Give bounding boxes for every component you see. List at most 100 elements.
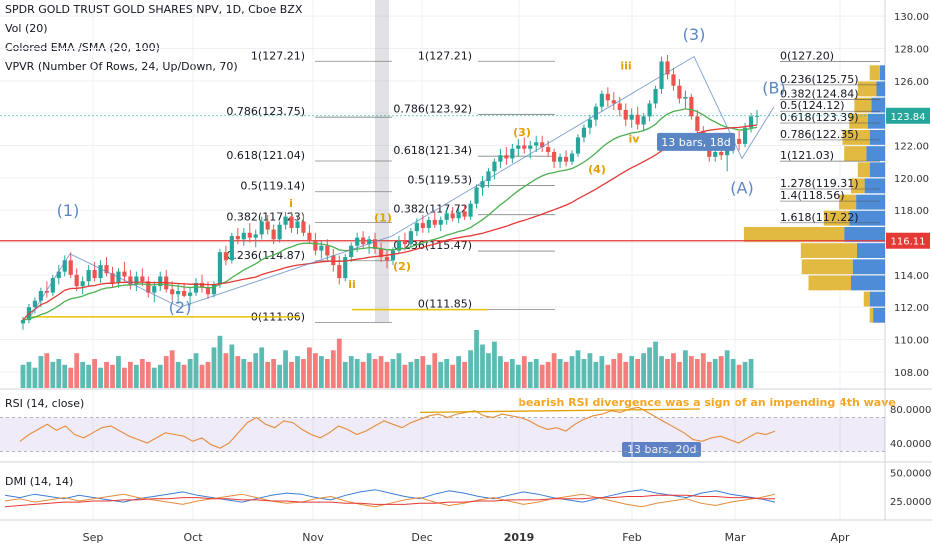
candle-body	[707, 145, 712, 157]
time-tick-label: Oct	[183, 531, 203, 544]
time-tick-label: Nov	[302, 531, 324, 544]
volume-bar	[444, 359, 450, 388]
candle-body	[38, 291, 43, 301]
volume-bar	[122, 367, 127, 388]
time-tick-label: 2019	[504, 531, 535, 544]
candle-body	[456, 211, 461, 219]
vpvr-up-row	[879, 65, 885, 81]
volume-bar	[414, 359, 420, 388]
volume-bar	[241, 359, 247, 388]
fib-level-label: 0.786(122.35)	[780, 128, 859, 141]
candle-body	[56, 271, 61, 279]
fib-level-label: 1(127.21)	[418, 49, 472, 62]
vpvr-up-row	[844, 226, 885, 242]
volume-bar	[605, 364, 611, 388]
volume-bars	[20, 330, 754, 388]
vpvr-up-row	[849, 210, 885, 226]
price-tick-label: 118.00	[894, 206, 929, 217]
volume-bar	[742, 361, 748, 388]
volume-bar	[98, 367, 103, 388]
vpvr-down-row	[842, 129, 870, 145]
sub-wave-label: (3)	[513, 126, 531, 139]
volume-bar	[736, 364, 742, 388]
volume-bar	[342, 361, 348, 388]
candle-body	[355, 237, 360, 246]
candle-body	[122, 271, 127, 277]
candle-body	[408, 231, 413, 245]
vpvr-up-row	[876, 81, 885, 97]
vpvr-down-row	[808, 275, 851, 291]
volume-bar	[348, 356, 354, 388]
candle-body	[343, 257, 348, 279]
candle-body	[611, 100, 616, 104]
sub-wave-label: ii	[348, 278, 356, 291]
volume-bar	[253, 353, 259, 388]
grid-lines	[0, 0, 885, 520]
candle-body	[378, 248, 384, 258]
volume-bar	[569, 356, 575, 388]
candle-body	[283, 216, 288, 225]
candle-body	[432, 219, 437, 225]
candle-body	[187, 292, 193, 296]
vpvr-up-row	[869, 129, 885, 145]
candle-body	[32, 300, 38, 308]
candle-body	[152, 286, 157, 293]
rsi-bars-note: 13 bars, 20d	[622, 442, 702, 457]
candle-body	[683, 97, 688, 99]
volume-bar	[354, 359, 360, 388]
vpvr-down-row	[854, 97, 872, 113]
candle-body	[68, 260, 73, 275]
volume-bar	[86, 364, 92, 388]
candle-body	[653, 88, 658, 104]
candle-body	[140, 276, 145, 282]
vpvr-down-row	[743, 226, 845, 242]
candle-body	[367, 239, 372, 245]
candle-body	[480, 181, 485, 188]
volume-bar	[683, 350, 688, 388]
candle-body	[516, 145, 521, 149]
fib-level-label: 1.618(117.22)	[780, 211, 859, 224]
candle-body	[635, 114, 640, 125]
volume-bar	[247, 361, 253, 388]
volume-bar	[265, 361, 271, 388]
candle-body	[193, 282, 199, 293]
candle-body	[247, 232, 252, 238]
price-tick-label: 128.00	[894, 45, 929, 56]
fib-level-label: 0.382(124.84)	[780, 88, 859, 101]
candle-body	[372, 239, 378, 249]
vpvr-up-row	[869, 162, 885, 178]
vpvr-down-row	[800, 243, 857, 259]
volume-bar	[235, 356, 241, 388]
chart-title: SPDR GOLD TRUST GOLD SHARES NPV, 1D, Cbo…	[5, 3, 303, 16]
volume-bar	[539, 364, 545, 388]
candle-body	[199, 282, 205, 288]
volume-bar	[617, 353, 623, 388]
candle-body	[170, 289, 175, 295]
time-tick-label: Mar	[725, 531, 746, 544]
fib-level-label: 0(111.85)	[418, 298, 472, 311]
volume-bar	[450, 364, 456, 388]
price-tick-label: 114.00	[894, 271, 929, 282]
candle-body	[450, 213, 455, 219]
volume-bar	[378, 356, 384, 388]
last-price-badge-box	[886, 107, 930, 124]
vpvr-down-row	[857, 81, 877, 97]
candle-body	[599, 93, 604, 107]
candle-body	[414, 223, 419, 232]
volume-bar	[557, 359, 563, 388]
vpvr-up-row	[852, 259, 885, 275]
candle-body	[289, 216, 294, 228]
vpvr-down-row	[869, 307, 874, 323]
volume-bar	[474, 330, 479, 388]
candle-body	[229, 236, 234, 261]
volume-bar	[653, 341, 658, 388]
ema-line	[22, 108, 758, 321]
candle-body	[748, 116, 754, 128]
volume-bar	[641, 353, 647, 388]
volume-bar	[318, 356, 324, 388]
volume-bar	[498, 356, 503, 388]
volume-bar	[110, 364, 115, 388]
fib-level-label: 0.786(123.92)	[393, 102, 472, 115]
candle-body	[641, 116, 646, 125]
